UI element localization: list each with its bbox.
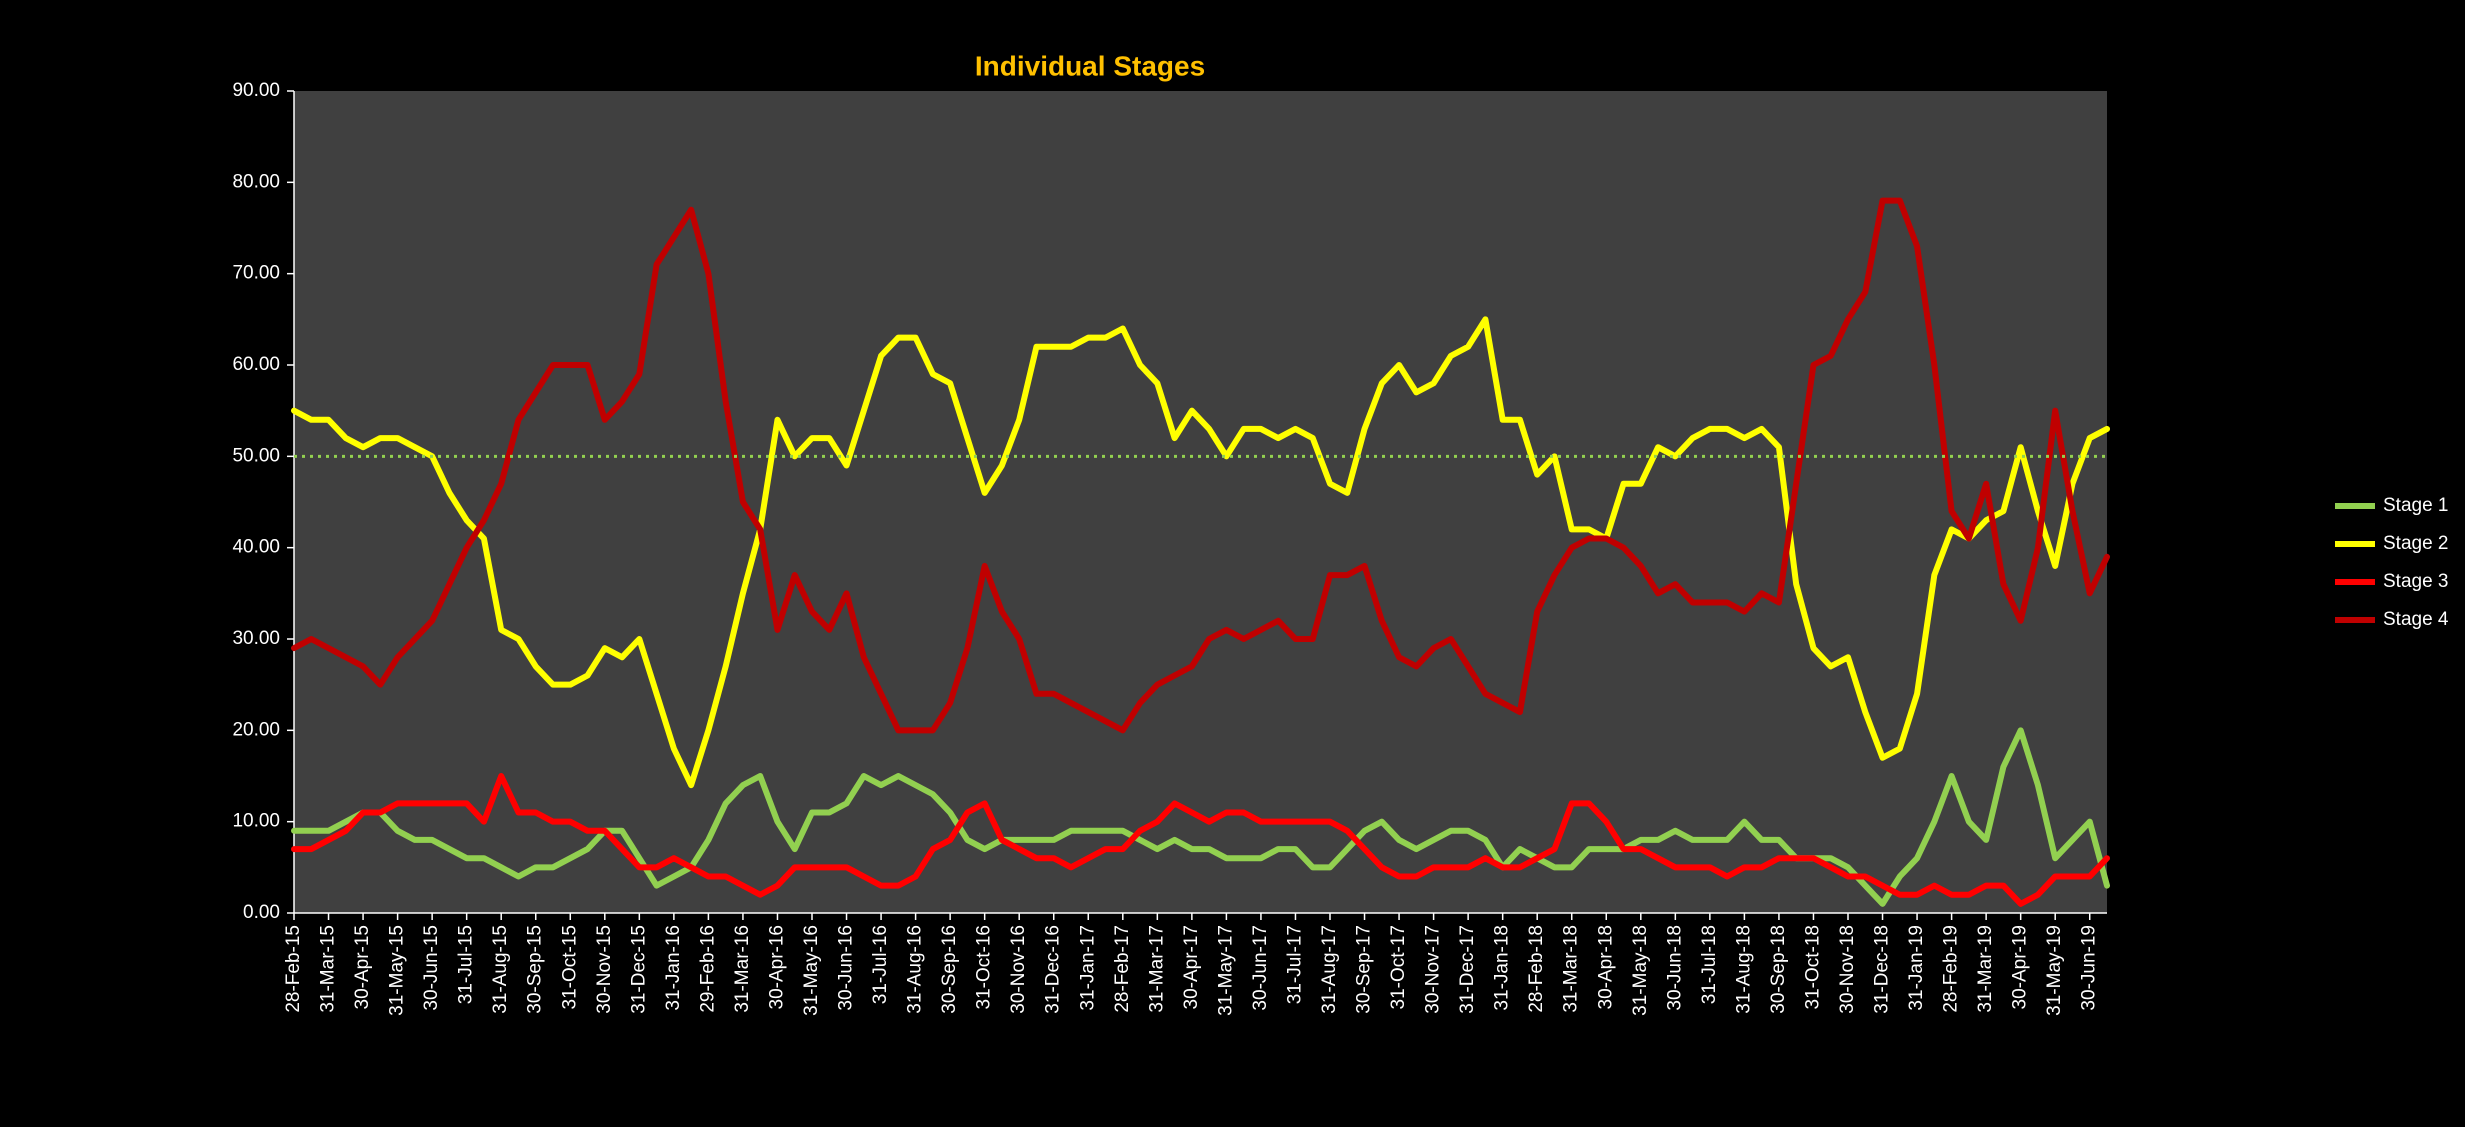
legend-label: Stage 3: [2383, 571, 2449, 592]
x-tick-label: 31-Mar-18: [1561, 925, 1582, 1013]
x-tick-label: 30-Apr-16: [766, 925, 787, 1010]
x-tick-label: 31-Dec-18: [1872, 925, 1893, 1014]
x-tick-label: 30-Sep-15: [525, 925, 546, 1014]
legend-label: Stage 2: [2383, 533, 2449, 554]
y-tick-label: 40.00: [232, 537, 280, 558]
y-tick-label: 90.00: [232, 80, 280, 101]
y-tick-label: 20.00: [232, 719, 280, 740]
x-tick-label: 31-Mar-16: [732, 925, 753, 1013]
x-tick-label: 31-May-16: [801, 925, 822, 1016]
x-tick-label: 31-May-15: [387, 925, 408, 1016]
x-tick-label: 31-Dec-15: [628, 925, 649, 1014]
x-tick-label: 30-Nov-18: [1837, 925, 1858, 1014]
x-tick-label: 31-Mar-19: [1975, 925, 1996, 1013]
x-tick-label: 28-Feb-15: [283, 925, 304, 1013]
plot-area: [294, 91, 2107, 913]
y-tick-label: 10.00: [232, 811, 280, 832]
chart-title: Individual Stages: [975, 50, 1205, 81]
x-tick-label: 31-Aug-18: [1733, 925, 1754, 1014]
x-tick-label: 31-Aug-16: [905, 925, 926, 1014]
x-tick-label: 30-Jun-19: [2079, 925, 2100, 1011]
legend-label: Stage 1: [2383, 495, 2449, 516]
x-tick-label: 31-Jul-17: [1284, 925, 1305, 1004]
x-tick-label: 28-Feb-19: [1941, 925, 1962, 1013]
x-tick-label: 30-Apr-18: [1595, 925, 1616, 1010]
x-tick-label: 30-Jun-17: [1250, 925, 1271, 1011]
x-tick-label: 30-Jun-18: [1664, 925, 1685, 1011]
x-tick-label: 30-Apr-17: [1181, 925, 1202, 1010]
y-tick-label: 60.00: [232, 354, 280, 375]
series-line: [291, 197, 2110, 734]
x-tick-label: 31-Jan-19: [1906, 925, 1927, 1011]
x-tick-label: 31-Dec-16: [1043, 925, 1064, 1014]
x-tick-label: 30-Jun-15: [421, 925, 442, 1011]
x-tick-label: 31-Oct-18: [1802, 925, 1823, 1009]
x-tick-label: 30-Apr-19: [2010, 925, 2031, 1010]
x-tick-label: 31-Aug-17: [1319, 925, 1340, 1014]
x-tick-label: 30-Sep-18: [1768, 925, 1789, 1014]
x-tick-label: 31-May-19: [2044, 925, 2065, 1016]
x-tick-label: 30-Jun-16: [836, 925, 857, 1011]
series-line: [291, 773, 2110, 907]
x-tick-label: 28-Feb-17: [1112, 925, 1133, 1013]
x-tick-label: 31-Jul-18: [1699, 925, 1720, 1004]
series-line: [291, 316, 2110, 789]
x-tick-label: 31-Mar-17: [1146, 925, 1167, 1013]
x-tick-label: 30-Nov-17: [1423, 925, 1444, 1014]
x-tick-label: 30-Apr-15: [352, 925, 373, 1010]
x-tick-label: 31-Mar-15: [318, 925, 339, 1013]
x-tick-label: 31-Oct-15: [559, 925, 580, 1009]
x-tick-label: 31-Oct-16: [974, 925, 995, 1009]
x-tick-label: 31-Jul-15: [456, 925, 477, 1004]
x-tick-label: 31-Jul-16: [870, 925, 891, 1004]
x-tick-label: 31-Jan-18: [1492, 925, 1513, 1011]
x-tick-label: 31-Aug-15: [490, 925, 511, 1014]
x-tick-label: 30-Nov-15: [594, 925, 615, 1014]
y-tick-label: 80.00: [232, 171, 280, 192]
x-tick-label: 31-Jan-16: [663, 925, 684, 1011]
y-tick-label: 0.00: [243, 902, 280, 923]
x-tick-label: 31-Jan-17: [1077, 925, 1098, 1011]
x-tick-label: 30-Sep-16: [939, 925, 960, 1014]
x-tick-label: 31-May-17: [1215, 925, 1236, 1016]
x-tick-label: 29-Feb-16: [697, 925, 718, 1013]
y-tick-label: 70.00: [232, 263, 280, 284]
x-tick-label: 31-May-18: [1630, 925, 1651, 1016]
y-tick-label: 30.00: [232, 628, 280, 649]
x-tick-label: 28-Feb-18: [1526, 925, 1547, 1013]
y-tick-label: 50.00: [232, 445, 280, 466]
x-tick-label: 30-Sep-17: [1354, 925, 1375, 1014]
x-tick-label: 31-Oct-17: [1388, 925, 1409, 1009]
x-tick-label: 30-Nov-16: [1008, 925, 1029, 1014]
legend-label: Stage 4: [2383, 609, 2449, 630]
x-tick-label: 31-Dec-17: [1457, 925, 1478, 1014]
